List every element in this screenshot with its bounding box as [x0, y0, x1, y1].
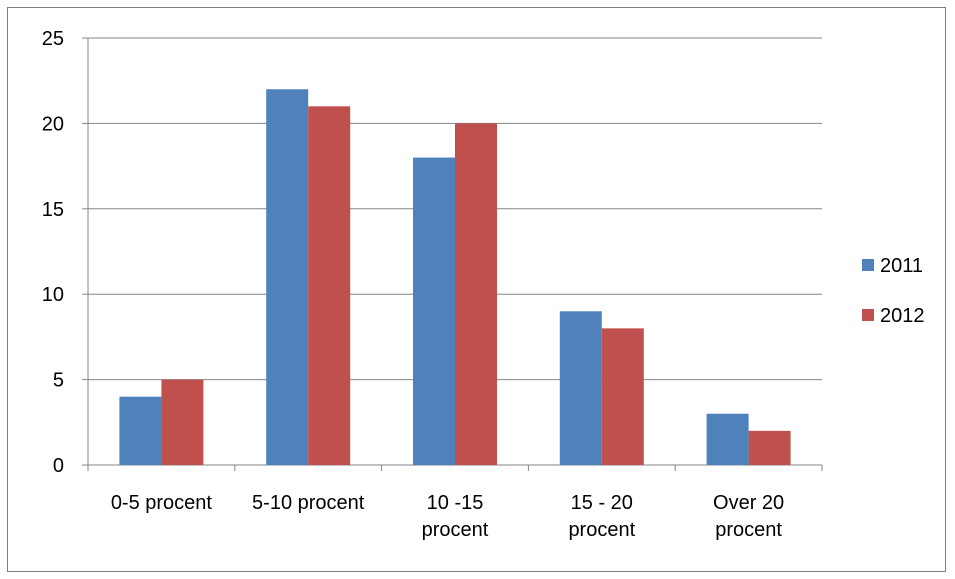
x-tick-label-line: procent — [568, 519, 635, 541]
x-tick-label-line: procent — [715, 519, 782, 541]
legend-swatch-2012 — [862, 309, 874, 321]
bar-2012-0 — [161, 379, 204, 465]
x-tick-label: 10 -15 procent — [422, 492, 489, 541]
x-tick-label-line: 15 - 20 — [571, 492, 633, 514]
y-tick-label: 25 — [42, 28, 64, 50]
x-tick-label-line: 0-5 procent — [111, 492, 213, 514]
y-tick-label: 5 — [53, 370, 64, 392]
x-tick-label-line: 10 -15 — [427, 492, 484, 514]
bar-2011-1 — [266, 89, 309, 466]
bar-2011-3 — [559, 311, 602, 465]
y-tick-label: 10 — [42, 284, 64, 306]
bar-2011-0 — [119, 396, 162, 465]
bar-2012-2 — [455, 123, 497, 466]
x-tick-label: Over 20 procent — [713, 492, 784, 541]
bar-2012-1 — [308, 106, 351, 465]
bar-2011-2 — [413, 157, 455, 465]
y-tick-label: 20 — [42, 113, 64, 135]
x-tick-label: 15 - 20 procent — [568, 492, 635, 541]
y-tick-label: 0 — [53, 455, 64, 477]
x-tick-label: 0-5 procent — [111, 492, 213, 514]
y-tick-label: 15 — [42, 199, 64, 221]
x-tick-label: 5-10 procent — [252, 492, 365, 514]
x-tick-label-line: procent — [422, 519, 489, 541]
legend-label-2012: 2012 — [880, 305, 925, 327]
legend-label-2011: 2011 — [880, 255, 923, 277]
legend-swatch-2011 — [862, 259, 874, 271]
bar-2012-3 — [601, 328, 644, 465]
x-tick-label-line: Over 20 — [713, 492, 784, 514]
bar-2012-4 — [748, 430, 791, 465]
x-tick-label-line: 5-10 procent — [252, 492, 365, 514]
bar-2011-4 — [706, 413, 749, 465]
